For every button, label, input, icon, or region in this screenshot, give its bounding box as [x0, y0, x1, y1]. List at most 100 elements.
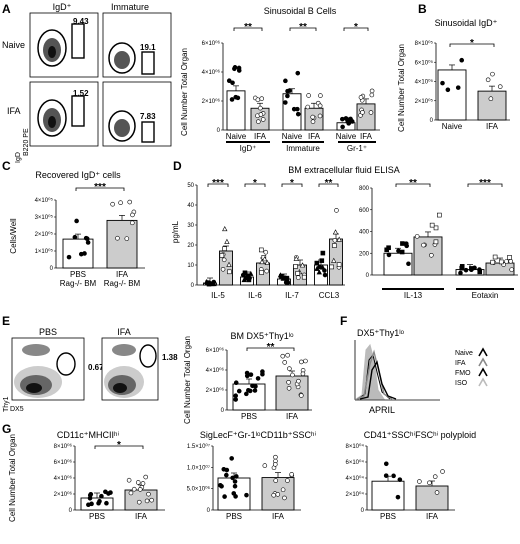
data-point [110, 201, 115, 207]
data-point [314, 265, 320, 271]
significance-bracket [94, 445, 144, 449]
x-tick-label: PBS [380, 512, 396, 521]
legend-label: Naive [455, 350, 473, 357]
y-tick-label: 6×10⁰⁶ [206, 347, 225, 354]
data-point [317, 103, 323, 109]
flowE-col2-title: IFA [117, 327, 131, 337]
data-point [301, 274, 307, 280]
data-point [319, 258, 325, 263]
data-point [118, 200, 123, 206]
chart-cd11c-mhcii: CD11c⁺MHCIIʰⁱ 0 2×10⁰⁶ 4×10⁰⁶ 6×10⁰⁶ 8×10⁰⁶ Ce… [8, 430, 165, 522]
data-point [282, 495, 287, 501]
data-point [252, 388, 258, 393]
data-point [232, 65, 238, 70]
data-point [143, 474, 149, 480]
data-point [340, 124, 345, 130]
data-point [287, 88, 292, 93]
data-point [260, 117, 266, 122]
y-tick-label: 2×10⁰⁴ [346, 491, 365, 498]
data-point [89, 501, 94, 507]
data-point [488, 96, 494, 102]
data-point [295, 275, 301, 280]
y-tick-label: 0 [191, 283, 195, 289]
data-point [85, 240, 91, 245]
group-label: Gr-1⁺ [347, 144, 367, 153]
gate-value-ifa-igd: 1.52 [73, 89, 89, 98]
significance-label: *** [479, 178, 491, 189]
data-point [261, 256, 268, 262]
legend-label: ISO [455, 380, 468, 387]
data-point [299, 262, 306, 268]
chart-title: CD11c⁺MHCIIʰⁱ [57, 430, 120, 440]
data-point [264, 268, 269, 274]
data-point [295, 271, 301, 276]
flowA-row2-label: IFA [7, 106, 21, 116]
data-point [283, 78, 288, 84]
x-tick-label: IFA [360, 132, 373, 141]
data-point [244, 391, 249, 397]
data-point [285, 478, 290, 483]
data-point [222, 246, 227, 251]
y-tick-label: 5.0×10⁰⁶ [187, 486, 211, 493]
data-point [348, 116, 353, 122]
x-tick-label: PBS [226, 512, 242, 521]
y-tick-label: 200 [359, 251, 370, 257]
data-point [140, 481, 146, 486]
data-point [286, 380, 291, 385]
y-tick-label: 50 [187, 183, 194, 189]
x-tick-label: PBS [241, 412, 257, 421]
data-point [137, 487, 143, 492]
gate-value-ifa: 1.38 [162, 353, 178, 362]
data-point [406, 261, 411, 267]
data-point [368, 110, 374, 115]
y-tick-label: 0 [366, 273, 370, 279]
data-point [305, 104, 311, 110]
data-point [241, 276, 247, 283]
x-tick-label: Naive [442, 122, 463, 131]
y-tick-label: 8×10⁰⁴ [346, 443, 365, 450]
y-axis-label: Cell Number Total Organ [183, 336, 192, 424]
y-tick-label: 0 [69, 508, 73, 514]
data-point [246, 387, 251, 393]
data-point [358, 95, 364, 100]
data-point [299, 359, 304, 365]
y-tick-label: 400 [359, 230, 370, 236]
significance-bracket [395, 183, 431, 187]
bar [437, 69, 467, 121]
x-tick-label: PBS [89, 512, 105, 521]
panel-label-A: A [2, 2, 11, 16]
data-point [224, 472, 229, 478]
significance-label: *** [94, 182, 106, 193]
data-point [332, 238, 338, 243]
y-tick-label: 2×10⁰⁶ [202, 98, 221, 105]
significance-bracket [233, 27, 263, 31]
data-point [306, 93, 311, 98]
group-label: IL-13 [404, 291, 423, 300]
data-point [219, 483, 224, 489]
data-point [434, 490, 440, 495]
data-point [244, 492, 249, 498]
data-point [332, 229, 339, 235]
data-point [236, 68, 242, 73]
data-point [399, 249, 405, 255]
y-tick-label: 0 [207, 508, 211, 514]
legend-swatch [478, 377, 488, 387]
data-point [209, 280, 215, 287]
data-point [124, 236, 130, 241]
bar [415, 485, 449, 511]
significance-label: * [470, 38, 474, 49]
data-point [492, 254, 498, 260]
gate-value-ifa-immature: 7.83 [140, 112, 156, 121]
flowE-y-axis-label: Thy1 [3, 396, 10, 412]
chart-sinusoidal-igd: Sinusoidal IgD⁺ 0 2×10⁰⁵ 4×10⁰⁵ 6×10⁰⁵ 8×10⁰⁵… [397, 18, 510, 132]
data-point [230, 80, 235, 86]
chart-siglecf: SigLecF⁺Gr-1ˡᵒCD11b⁺SSCʰⁱ 0 5.0×10⁰⁶ 1.0×10… [187, 430, 317, 521]
chart-recovered-igd: Recovered IgD⁺ cells 0 1×10⁰⁵ 2×10⁰⁵ 3×10⁰⁵ 4… [9, 170, 145, 288]
group-label: IL-6 [248, 291, 262, 300]
significance-label: ** [325, 178, 333, 189]
legend-swatch [478, 347, 488, 357]
data-point [400, 241, 405, 246]
data-point [219, 253, 225, 258]
significance-bracket [318, 183, 339, 187]
